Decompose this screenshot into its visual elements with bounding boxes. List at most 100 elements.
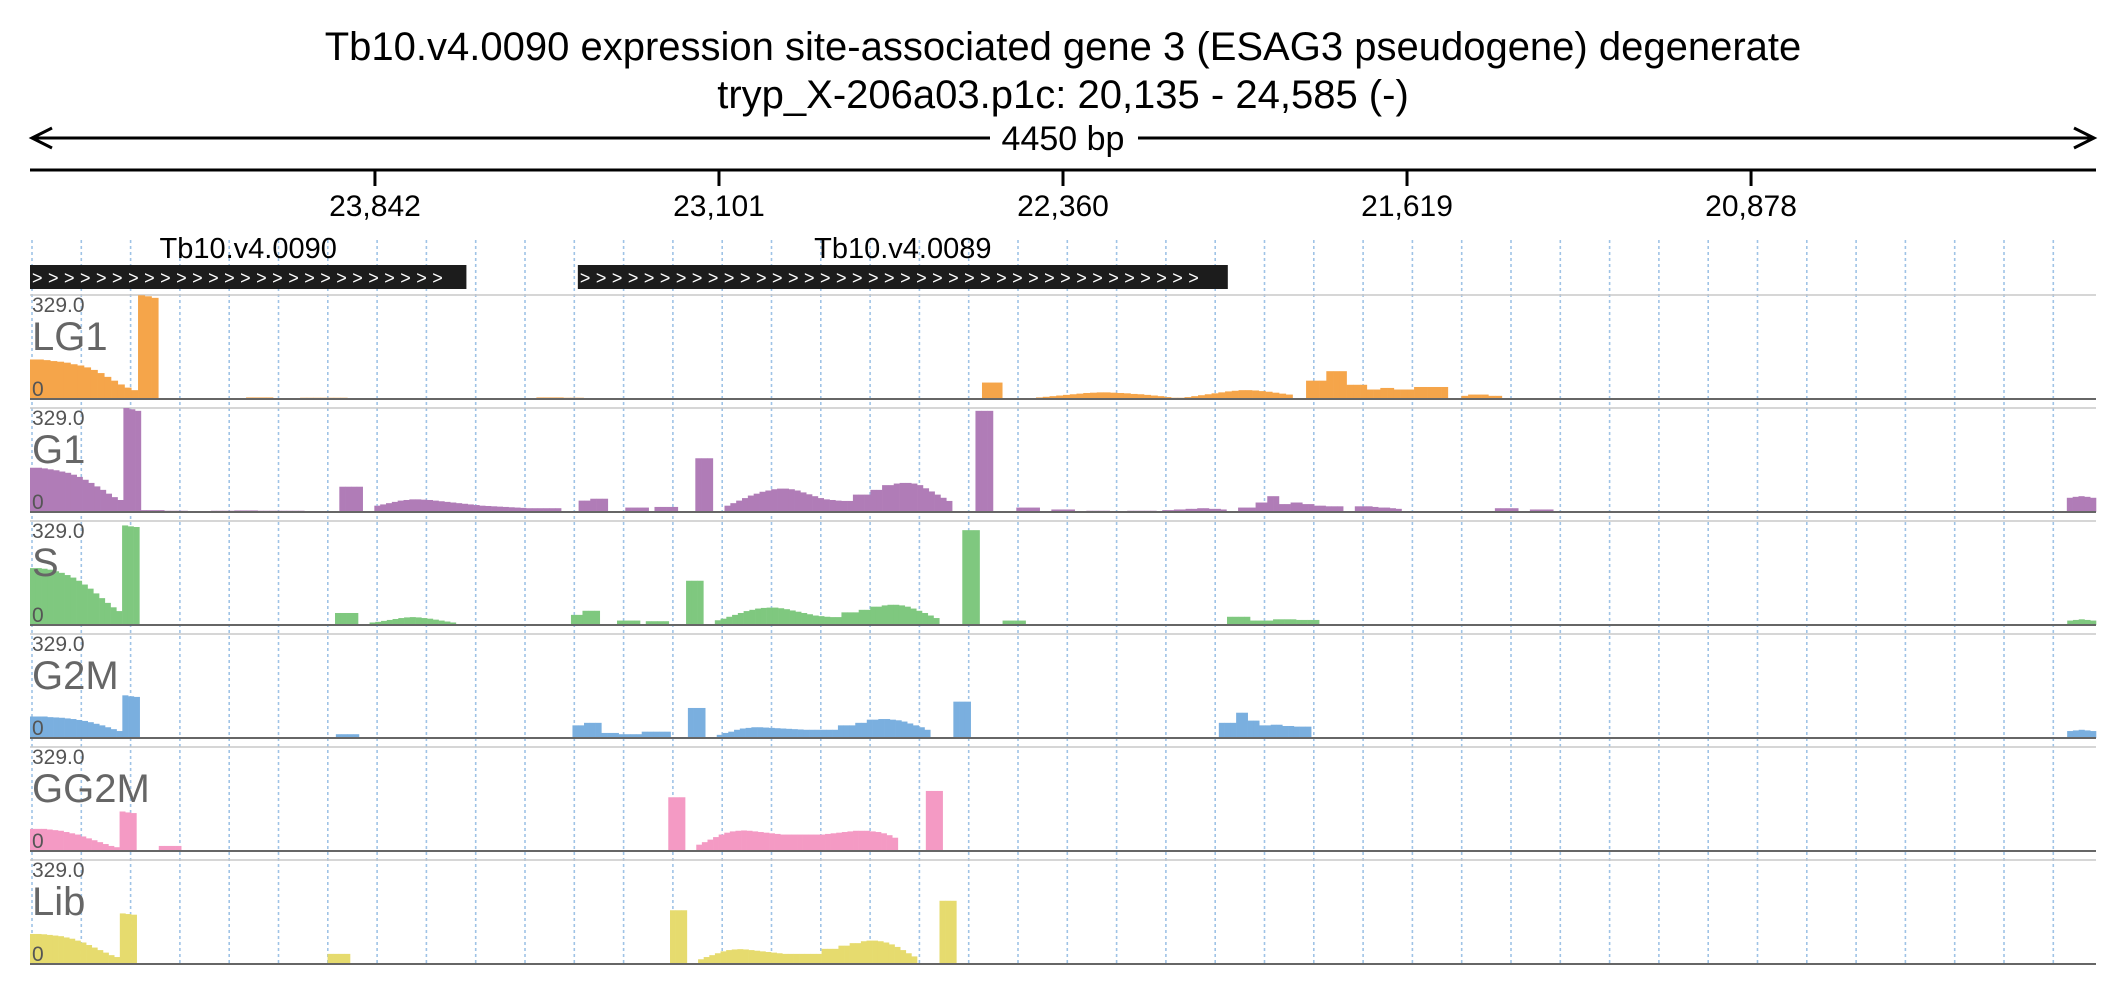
- coverage-bar: [622, 620, 629, 625]
- coverage-bar: [716, 734, 723, 738]
- coverage-bar: [1243, 507, 1251, 512]
- coverage-bar: [910, 608, 917, 625]
- coverage-bar: [651, 621, 658, 625]
- coverage-bar: [30, 716, 37, 738]
- track-max-label: 329.0: [32, 520, 85, 543]
- coverage-bar: [46, 934, 53, 964]
- coverage-bar: [823, 499, 830, 512]
- coverage-bar: [782, 953, 789, 964]
- gene-annotation-track: Tb10.v4.0090 >>>>>>>>>>>>>>>>>>>>>>>>>> Tb…: [30, 233, 1228, 289]
- coverage-bar: [878, 719, 885, 738]
- gene-label: Tb10.v4.0090: [160, 233, 337, 265]
- coverage-bar: [432, 619, 439, 625]
- gene-bar[interactable]: [30, 265, 467, 289]
- coverage-bar: [113, 847, 120, 851]
- coverage-bar: [780, 728, 787, 738]
- coverage-bar: [934, 494, 941, 512]
- coverage-bar: [169, 845, 176, 851]
- coverage-bar: [93, 723, 100, 738]
- coverage-bar: [726, 616, 733, 625]
- coverage-bar: [642, 507, 649, 512]
- coverage-bar: [861, 722, 868, 738]
- coverage-bar: [653, 731, 660, 738]
- coverage-bar: [858, 609, 865, 625]
- gene-bar[interactable]: [577, 265, 1228, 289]
- coverage-bar: [783, 609, 790, 625]
- coverage-bar: [502, 506, 509, 512]
- coverage-bar: [739, 728, 746, 738]
- coverage-bar: [353, 734, 360, 738]
- coverage-bar: [905, 953, 912, 964]
- coverage-bar: [1353, 384, 1361, 399]
- coverage-bar: [707, 839, 714, 851]
- coverage-bar: [751, 727, 758, 738]
- coverage-bar: [584, 500, 591, 512]
- coverage-bar: [741, 830, 747, 851]
- coverage-bar: [1278, 504, 1286, 512]
- coverage-bar: [87, 722, 94, 738]
- coverage-bar: [962, 530, 969, 625]
- coverage-bar: [795, 611, 802, 625]
- coverage-bar: [404, 617, 411, 625]
- coverage-bar: [810, 953, 817, 964]
- coverage-bar: [701, 458, 708, 512]
- track-name: S: [32, 541, 59, 585]
- coverage-bar: [713, 837, 719, 851]
- coverage-bar: [1076, 393, 1084, 399]
- coverage-bar: [858, 830, 865, 851]
- coverage-bar: [87, 588, 94, 625]
- coverage-bar: [872, 719, 879, 738]
- coverage-bar: [41, 468, 48, 512]
- coverage-bar: [743, 611, 750, 625]
- coverage-bar: [864, 830, 871, 851]
- coverage-bar: [855, 722, 862, 738]
- coverage-bar: [1258, 391, 1266, 399]
- coverage-bar: [760, 607, 767, 625]
- coverage-bar: [829, 617, 836, 625]
- coverage-bar: [827, 948, 834, 964]
- coverage-bar: [806, 494, 813, 512]
- coverage-bar: [102, 844, 109, 851]
- axis-tick-label: 23,842: [329, 190, 421, 223]
- coverage-bar: [699, 707, 706, 738]
- coverage-bar: [47, 569, 54, 625]
- coverage-bar: [847, 831, 854, 851]
- coverage-bar: [1279, 393, 1287, 399]
- coverage-bar: [1290, 502, 1297, 512]
- coverage-bar: [595, 722, 602, 738]
- coverage-bar: [797, 834, 803, 851]
- coverage-bar: [47, 469, 54, 512]
- coverage-bar: [1130, 393, 1138, 399]
- coverage-bar: [673, 797, 680, 851]
- coverage-bar: [99, 725, 106, 738]
- coverage-bar: [526, 508, 533, 512]
- coverage-bar: [122, 695, 129, 738]
- coverage-bar: [69, 833, 76, 851]
- span-arrowhead-right: [2073, 126, 2098, 150]
- coverage-bar: [1014, 620, 1021, 625]
- coverage-bar: [912, 725, 920, 738]
- coverage-bar: [853, 830, 859, 851]
- coverage-bar: [375, 621, 382, 625]
- coverage-bar: [403, 499, 410, 512]
- coverage-bar: [77, 365, 85, 399]
- coverage-bar: [76, 580, 83, 625]
- coverage-bar: [664, 731, 671, 738]
- coverage-bar: [748, 950, 755, 964]
- coverage-bar: [757, 832, 764, 851]
- coverage-bar: [612, 732, 619, 738]
- coverage-bar: [584, 722, 591, 738]
- coverage-bar: [893, 483, 900, 512]
- coverage-bar: [97, 950, 104, 964]
- coverage-bar: [1393, 389, 1401, 399]
- coverage-bar: [1056, 395, 1064, 399]
- coverage-bar: [763, 832, 770, 851]
- coverage-bar: [789, 610, 796, 625]
- coverage-bar: [731, 949, 738, 964]
- coverage-bar: [589, 722, 596, 738]
- coverage-bar: [108, 845, 115, 851]
- coverage-bar: [675, 910, 682, 964]
- coverage-bar: [737, 612, 744, 625]
- coverage-bar: [508, 507, 515, 512]
